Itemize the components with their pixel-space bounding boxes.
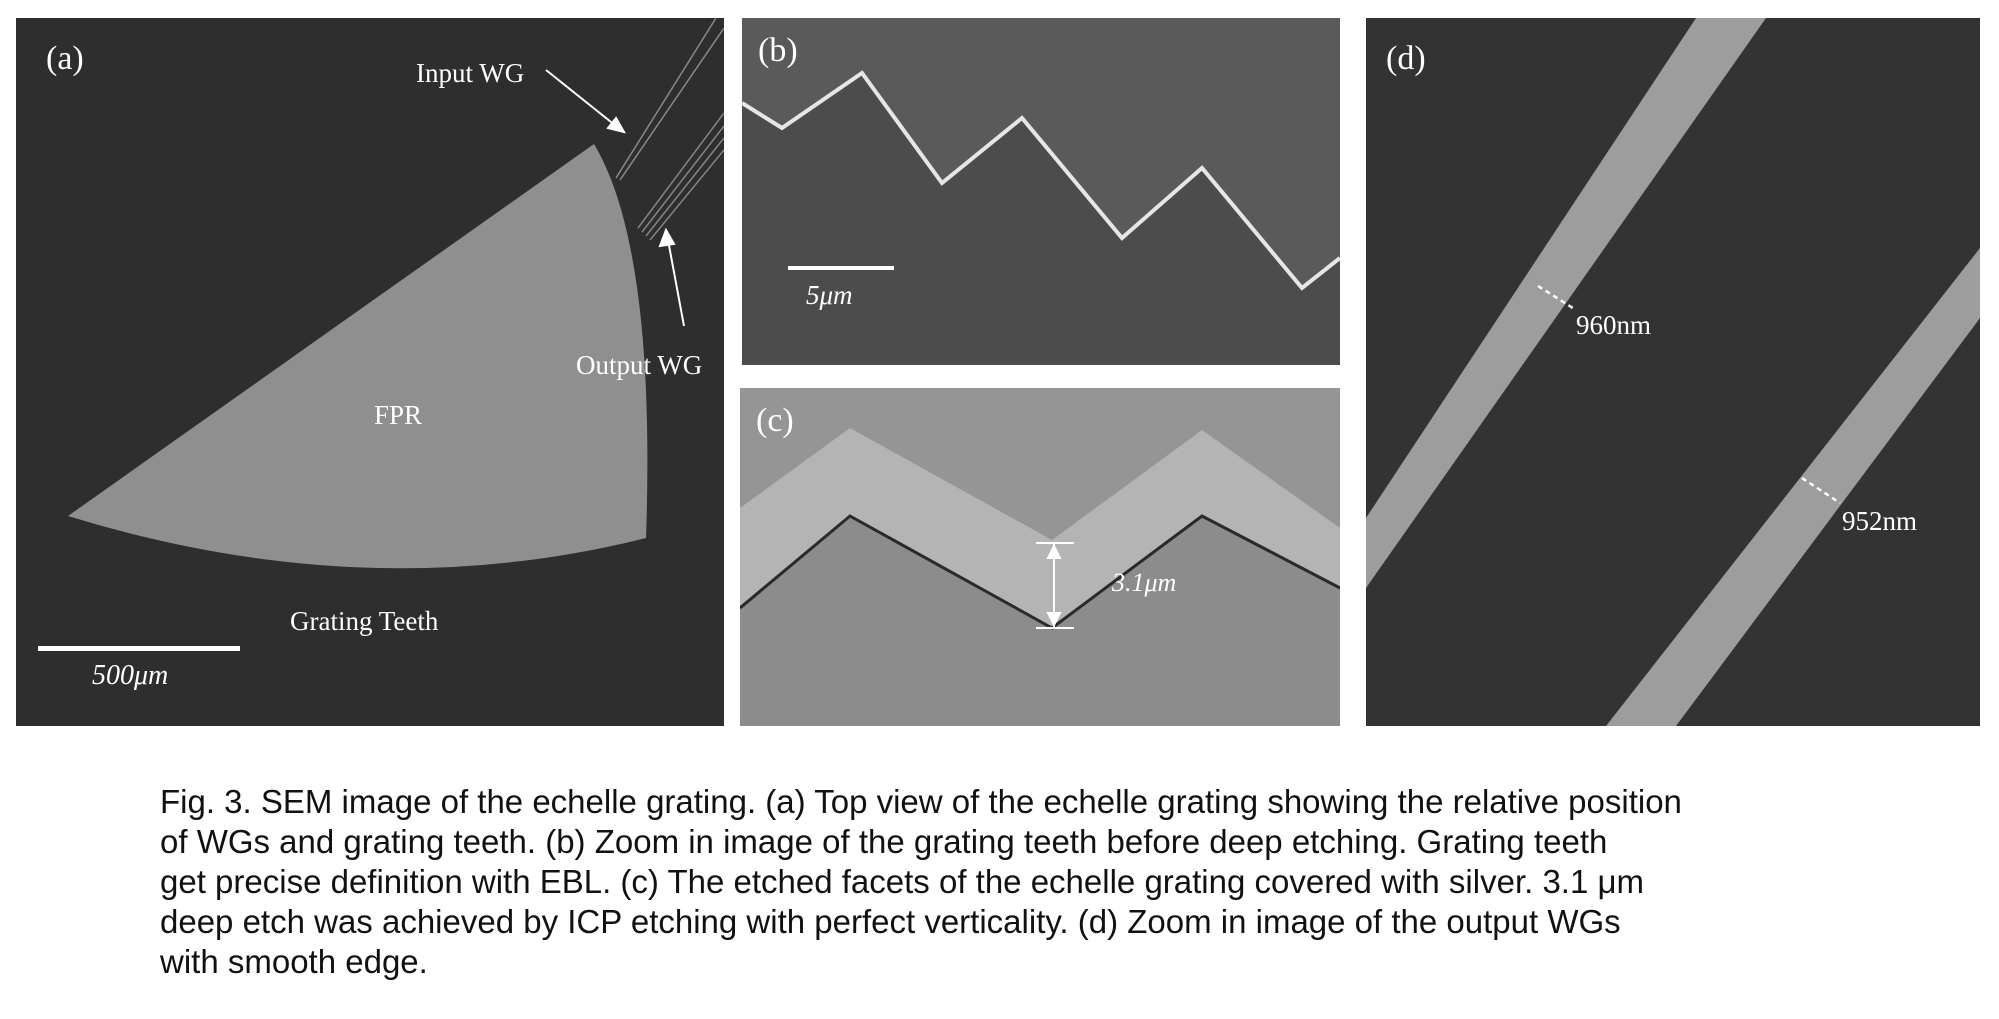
caption-line: with smooth edge. [160, 943, 428, 980]
input-waveguide [615, 18, 724, 181]
depth-marker [1036, 542, 1074, 629]
etched-facets-wall [740, 428, 1340, 628]
figure-caption: Fig. 3. SEM image of the echelle grating… [160, 782, 1840, 982]
input-wg-arrow [545, 69, 617, 127]
input-wg-label: Input WG [416, 58, 525, 88]
grating-teeth-label: Grating Teeth [290, 606, 439, 636]
width-label-1: 960nm [1576, 310, 1652, 340]
output-wg-label: Output WG [576, 350, 703, 380]
scale-bar-b [788, 266, 894, 270]
scale-bar-a-label: 500μm [92, 660, 169, 691]
width-marker-2 [1801, 476, 1841, 505]
panel-label-b: (b) [758, 32, 798, 69]
panel-b: (b) 5μm [742, 18, 1340, 365]
scale-bar-a [38, 646, 240, 651]
panel-label-c: (c) [756, 402, 794, 439]
panel-label-d: (d) [1386, 40, 1426, 77]
fpr-region [68, 144, 648, 569]
fpr-label: FPR [374, 400, 423, 430]
panel-d-image [1366, 18, 1980, 726]
waveguide-1 [1366, 18, 1766, 588]
caption-line: Fig. 3. SEM image of the echelle grating… [160, 783, 1682, 820]
panel-label-a: (a) [46, 40, 84, 77]
output-waveguides [637, 112, 724, 241]
panel-a: (a) Input WG Output WG FPR Grating Teeth… [16, 18, 724, 726]
output-wg-arrow [667, 239, 685, 327]
caption-line: deep etch was achieved by ICP etching wi… [160, 903, 1621, 940]
width-label-2: 952nm [1842, 506, 1918, 536]
caption-line: get precise definition with EBL. (c) The… [160, 863, 1645, 900]
panel-c: (c) 3.1μm [740, 388, 1340, 726]
depth-label: 3.1μm [1112, 568, 1177, 597]
scale-bar-b-label: 5μm [806, 280, 853, 310]
panel-c-image [740, 388, 1340, 726]
panel-a-image [16, 18, 724, 726]
panel-d: (d) 960nm 952nm [1366, 18, 1980, 726]
caption-line: of WGs and grating teeth. (b) Zoom in im… [160, 823, 1608, 860]
grating-teeth-top [742, 18, 1340, 288]
waveguide-2 [1606, 248, 1980, 726]
panel-b-image [742, 18, 1340, 365]
width-marker-1 [1537, 284, 1577, 312]
etched-facets-top [740, 388, 1340, 540]
